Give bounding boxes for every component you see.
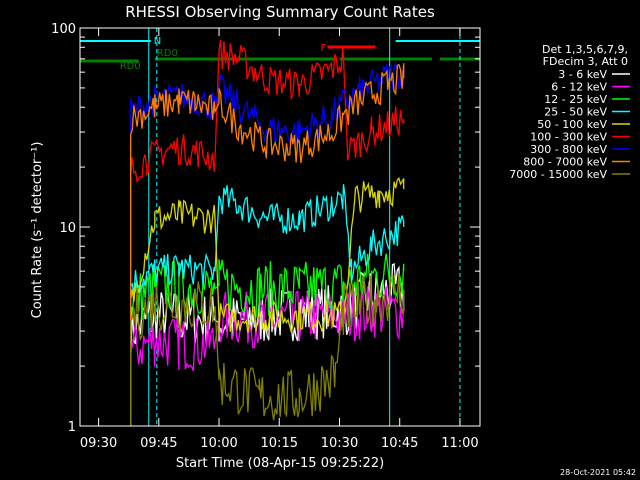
legend-header: FDecim 3, Att 0 — [543, 55, 628, 68]
x-tick-label: 11:00 — [441, 436, 478, 451]
series-50-100-kev — [130, 176, 405, 426]
y-axis-label: Count Rate (s⁻¹ detector⁻¹) — [30, 142, 45, 319]
status-label-rd0: RD0 — [157, 48, 178, 59]
series-25-50-kev — [130, 184, 405, 426]
x-tick-label: 10:00 — [200, 436, 237, 451]
x-axis-ticks: 09:30 09:45 10:00 10:15 10:30 10:45 11:00 — [80, 28, 479, 451]
series-12-25-kev — [130, 253, 405, 426]
series-7000-15000-kev — [130, 273, 405, 426]
legend-label: 3 - 6 keV — [558, 68, 607, 81]
series-800-7000-kev — [130, 63, 405, 426]
legend-label: 6 - 12 keV — [551, 81, 607, 94]
legend-label: 25 - 50 keV — [544, 106, 607, 119]
status-label-n: N — [154, 36, 161, 47]
x-tick-label: 09:30 — [80, 436, 117, 451]
x-tick-label: 10:30 — [321, 436, 358, 451]
y-axis-ticks: 1 10 100 — [51, 22, 480, 435]
legend-label: 7000 - 15000 keV — [509, 168, 607, 181]
legend-label: 50 - 100 keV — [537, 118, 607, 131]
legend-label: 12 - 25 keV — [544, 93, 607, 106]
legend-label: 100 - 300 keV — [530, 131, 607, 144]
x-axis-label: Start Time (08-Apr-15 09:25:22) — [176, 456, 384, 471]
legend-header: Det 1,3,5,6,7,9, — [542, 43, 628, 56]
series-6-12-kev — [130, 286, 405, 426]
chart-title: RHESSI Observing Summary Count Rates — [125, 3, 435, 21]
legend: Det 1,3,5,6,7,9,FDecim 3, Att 03 - 6 keV… — [509, 43, 630, 181]
status-label-rd0: RD0 — [120, 61, 141, 72]
x-tick-label: 09:45 — [140, 436, 177, 451]
legend-label: 800 - 7000 keV — [523, 156, 607, 169]
legend-label: 300 - 800 keV — [530, 143, 607, 156]
series-lines — [130, 39, 405, 426]
y-tick-label: 100 — [51, 22, 76, 37]
y-tick-label: 10 — [59, 221, 76, 236]
status-label-f: F — [320, 43, 326, 54]
x-tick-label: 10:15 — [261, 436, 298, 451]
generation-timestamp: 28-Oct-2021 05:42 — [560, 468, 636, 477]
x-tick-label: 10:45 — [381, 436, 418, 451]
series-100-300-kev — [130, 39, 405, 426]
y-tick-label: 1 — [68, 420, 76, 435]
